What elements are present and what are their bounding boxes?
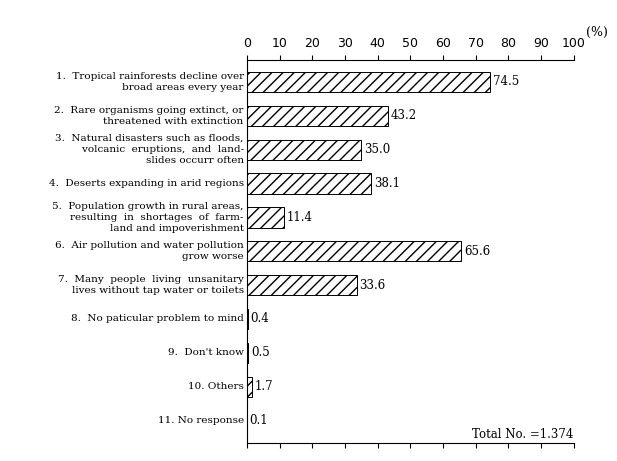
Bar [247, 309, 248, 329]
Bar [247, 377, 252, 397]
Bar [247, 140, 362, 160]
Text: 8.  No paticular problem to mind: 8. No paticular problem to mind [71, 314, 244, 324]
Bar [247, 275, 357, 295]
Bar [247, 207, 284, 228]
Text: 65.6: 65.6 [464, 245, 490, 258]
Text: 74.5: 74.5 [493, 76, 520, 89]
Text: 35.0: 35.0 [364, 143, 390, 156]
Text: 11.4: 11.4 [287, 211, 313, 224]
Text: 4.  Deserts expanding in arid regions: 4. Deserts expanding in arid regions [49, 179, 244, 188]
Text: 1.  Tropical rainforests decline over
    broad areas every year: 1. Tropical rainforests decline over bro… [56, 72, 244, 92]
Text: 7.  Many  people  living  unsanitary
    lives without tap water or toilets: 7. Many people living unsanitary lives w… [58, 275, 244, 295]
Text: 0.4: 0.4 [251, 313, 270, 325]
Text: 11. No response: 11. No response [157, 416, 244, 425]
Bar [247, 241, 462, 261]
Text: 38.1: 38.1 [374, 177, 400, 190]
Text: 9.  Don't know: 9. Don't know [168, 349, 244, 357]
Bar [247, 343, 249, 363]
Text: 0.5: 0.5 [251, 346, 270, 359]
Text: (%): (%) [586, 26, 608, 39]
Bar [247, 106, 388, 126]
Text: 5.  Population growth in rural areas,
    resulting  in  shortages  of  farm-
  : 5. Population growth in rural areas, res… [52, 202, 244, 233]
Text: 3.  Natural disasters such as floods,
    volcanic  eruptions,  and  land-
    s: 3. Natural disasters such as floods, vol… [56, 134, 244, 165]
Text: 6.  Air pollution and water pollution
    grow worse: 6. Air pollution and water pollution gro… [55, 241, 244, 261]
Text: 2.  Rare organisms going extinct, or
    threatened with extinction: 2. Rare organisms going extinct, or thre… [54, 106, 244, 126]
Bar [247, 173, 371, 194]
Text: 0.1: 0.1 [250, 414, 268, 427]
Text: 33.6: 33.6 [359, 278, 386, 292]
Text: 43.2: 43.2 [391, 109, 417, 122]
Text: 1.7: 1.7 [255, 380, 273, 393]
Bar [247, 72, 491, 92]
Text: 10. Others: 10. Others [188, 382, 244, 391]
Text: Total No. =1.374: Total No. =1.374 [473, 428, 574, 441]
